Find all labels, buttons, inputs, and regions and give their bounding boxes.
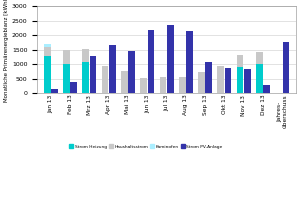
Bar: [109, 45, 116, 93]
Bar: [160, 77, 166, 93]
Bar: [82, 49, 89, 62]
Bar: [198, 72, 205, 93]
Bar: [237, 67, 243, 93]
Bar: [179, 77, 186, 93]
Bar: [128, 51, 135, 93]
Bar: [237, 55, 243, 67]
Bar: [44, 56, 50, 93]
Bar: [82, 62, 89, 93]
Bar: [140, 78, 147, 93]
Y-axis label: Monatliche Primärenergiebianz [kWhl]: Monatliche Primärenergiebianz [kWhl]: [4, 0, 9, 102]
Bar: [90, 56, 96, 93]
Bar: [70, 82, 77, 93]
Bar: [225, 68, 232, 93]
Bar: [51, 89, 58, 93]
Bar: [244, 69, 251, 93]
Bar: [206, 62, 212, 93]
Bar: [44, 44, 50, 47]
Bar: [102, 66, 108, 93]
Bar: [121, 71, 128, 93]
Legend: Strom Heizung, Haushaltsstrom, Kaminofen, Strom PV-Anlage: Strom Heizung, Haushaltsstrom, Kaminofen…: [67, 143, 225, 150]
Bar: [167, 25, 174, 93]
Bar: [256, 52, 263, 64]
Bar: [63, 50, 70, 64]
Bar: [63, 64, 70, 93]
Bar: [218, 66, 224, 93]
Bar: [186, 31, 193, 93]
Bar: [283, 42, 290, 93]
Bar: [44, 47, 50, 56]
Bar: [256, 64, 263, 93]
Bar: [263, 85, 270, 93]
Bar: [148, 30, 154, 93]
